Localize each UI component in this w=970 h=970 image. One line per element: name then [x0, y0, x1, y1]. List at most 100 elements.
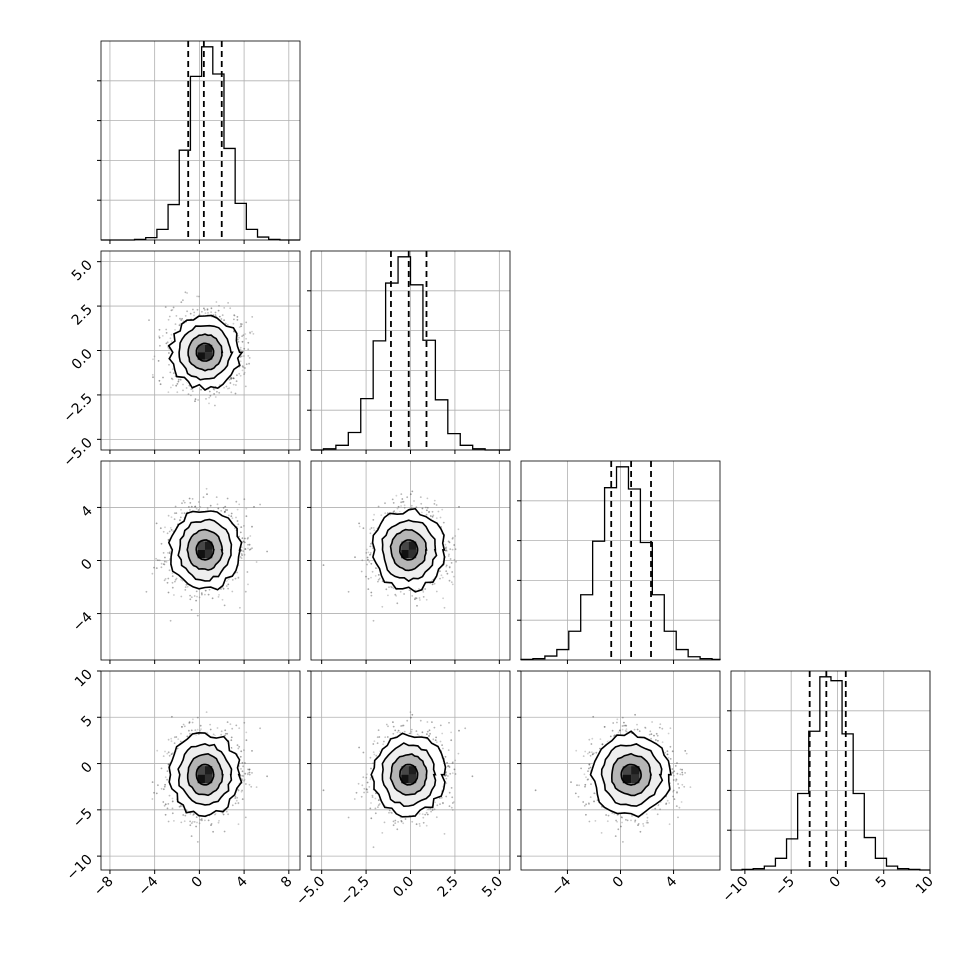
scatter-point	[636, 728, 639, 731]
scatter-point	[184, 814, 187, 817]
scatter-point	[228, 378, 231, 381]
scatter-point	[190, 729, 193, 732]
scatter-point	[675, 778, 678, 781]
scatter-point	[369, 553, 371, 556]
scatter-point	[419, 599, 421, 601]
scatter-point	[400, 819, 403, 822]
scatter-point	[173, 512, 176, 515]
scatter-point	[177, 378, 180, 381]
scatter-point	[401, 498, 404, 500]
scatter-point	[424, 813, 427, 816]
y-tick-label: 5	[78, 713, 96, 731]
scatter-point	[190, 822, 193, 824]
scatter-point	[165, 342, 168, 345]
scatter-point	[239, 531, 242, 534]
scatter-point	[216, 503, 219, 506]
scatter-point	[167, 514, 170, 517]
scatter-point	[684, 772, 686, 774]
scatter-point	[377, 505, 380, 508]
scatter-point	[251, 750, 253, 752]
scatter-point	[223, 307, 226, 309]
scatter-point	[196, 716, 199, 719]
scatter-point	[654, 807, 657, 810]
scatter-point	[237, 523, 240, 526]
scatter-point	[245, 363, 248, 366]
scatter-point	[218, 819, 220, 822]
scatter-point	[210, 311, 213, 313]
scatter-point	[394, 819, 397, 822]
scatter-point	[188, 722, 191, 724]
scatter-point	[445, 795, 448, 798]
scatter-point	[443, 606, 446, 609]
scatter-point	[240, 750, 243, 753]
scatter-point	[160, 542, 163, 545]
scatter-point	[211, 597, 214, 600]
scatter-point	[162, 530, 165, 533]
scatter-point	[164, 306, 167, 308]
scatter-point	[358, 525, 361, 528]
scatter-point	[683, 785, 686, 788]
scatter-point	[248, 362, 251, 365]
scatter-point	[584, 783, 587, 786]
scatter-point	[218, 315, 221, 318]
scatter-point	[243, 373, 246, 375]
scatter-point	[231, 517, 234, 520]
scatter-point	[606, 820, 609, 823]
scatter-point	[189, 824, 192, 827]
scatter-point	[224, 729, 227, 732]
scatter-point	[607, 814, 610, 817]
scatter-point	[164, 776, 167, 779]
scatter-point	[226, 721, 229, 723]
x-tick-label: −5	[772, 874, 798, 900]
scatter-point	[585, 813, 587, 816]
scatter-point	[621, 816, 623, 819]
scatter-point	[224, 509, 227, 511]
scatter-point	[599, 738, 602, 740]
scatter-point	[239, 323, 242, 325]
scatter-point	[410, 728, 413, 731]
scatter-point	[626, 819, 629, 822]
scatter-point	[451, 796, 454, 799]
scatter-point	[671, 768, 674, 770]
scatter-point	[244, 762, 246, 764]
scatter-point	[167, 391, 170, 394]
scatter-point	[622, 841, 624, 843]
contour-level-1	[389, 753, 428, 796]
scatter-point	[373, 740, 376, 743]
scatter-point	[611, 812, 614, 814]
scatter-point	[218, 594, 220, 596]
scatter-point	[591, 753, 594, 756]
scatter-point	[229, 307, 232, 310]
scatter-point	[247, 583, 249, 586]
scatter-point	[196, 308, 199, 311]
scatter-point	[179, 378, 182, 381]
scatter-frame	[100, 670, 301, 871]
scatter-point	[171, 800, 174, 803]
scatter-point	[369, 776, 372, 779]
density-cell	[204, 549, 213, 559]
scatter-point	[220, 318, 223, 320]
scatter-point	[178, 324, 181, 327]
scatter-point	[411, 820, 414, 823]
scatter-point	[431, 515, 434, 518]
scatter-point	[190, 609, 193, 611]
scatter-point	[432, 738, 435, 741]
scatter-point	[170, 529, 173, 531]
scatter-point	[249, 548, 252, 551]
scatter-point	[167, 577, 170, 580]
scatter-point	[236, 571, 239, 574]
scatter-point	[661, 741, 664, 744]
scatter-point	[679, 768, 682, 771]
scatter-point	[189, 509, 191, 511]
scatter-point	[449, 548, 452, 550]
scatter-point	[397, 505, 400, 508]
scatter-point	[322, 789, 325, 792]
scatter-point	[366, 773, 368, 776]
scatter-point	[233, 318, 235, 321]
scatter-point	[180, 821, 183, 824]
scatter-point	[181, 317, 184, 320]
scatter-point	[666, 799, 669, 802]
density-cell	[204, 766, 213, 775]
density-cell	[204, 344, 213, 353]
scatter-point	[585, 776, 587, 779]
